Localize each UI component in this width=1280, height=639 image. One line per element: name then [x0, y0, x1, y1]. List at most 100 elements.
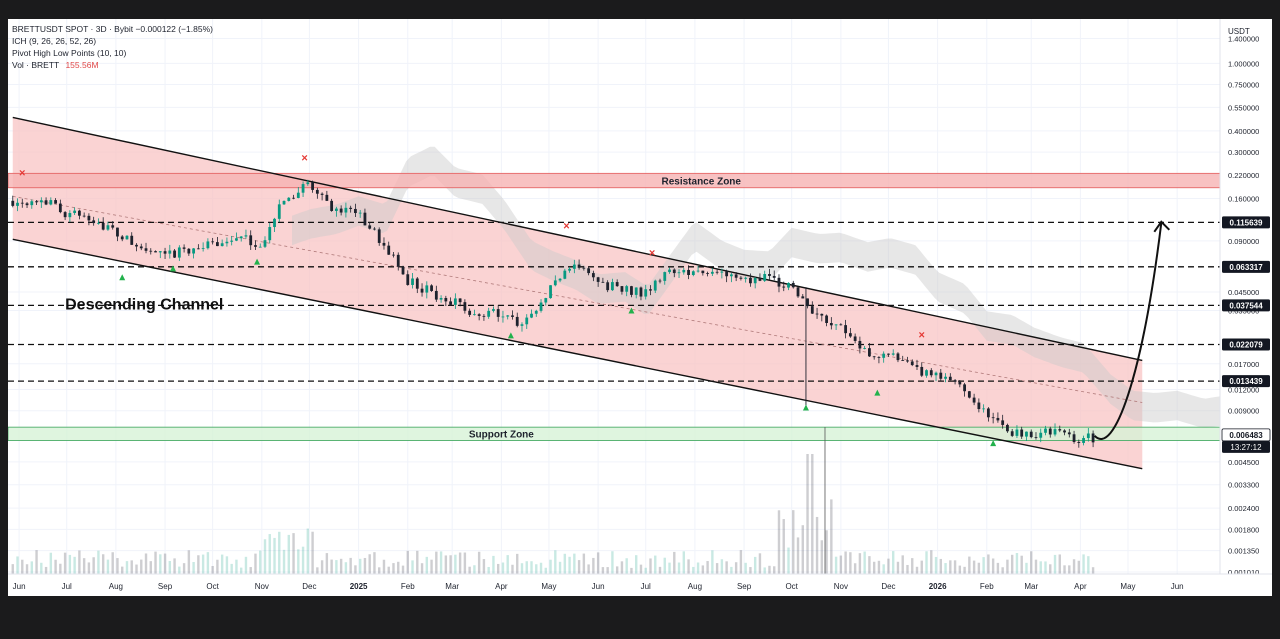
candle-body — [844, 325, 848, 334]
volume-bar — [535, 564, 538, 574]
resistance-zone — [8, 172, 1221, 189]
candle-body — [377, 229, 381, 243]
candle-body — [211, 241, 215, 243]
volume-bar — [506, 555, 509, 574]
volume-bar — [939, 558, 942, 574]
volume-bar — [987, 554, 990, 574]
price-tag-0.037544 — [1222, 299, 1270, 312]
volume-bar — [687, 559, 690, 574]
volume-bar — [216, 559, 219, 574]
volume-bar — [949, 560, 952, 574]
volume-bar — [1053, 554, 1057, 574]
candle-body — [777, 277, 781, 287]
candle-body — [925, 370, 928, 376]
candle-body — [744, 277, 748, 279]
volume-bar — [901, 555, 904, 574]
candle-body — [482, 315, 486, 317]
volume-bar — [116, 558, 119, 574]
candle-body — [691, 271, 695, 276]
candle-body — [125, 235, 129, 240]
volume-bar — [16, 556, 19, 574]
volume-bar — [830, 499, 833, 574]
volume-bar — [1015, 553, 1019, 574]
time-axis-label: 2025 — [350, 582, 368, 591]
volume-bar — [554, 550, 557, 574]
candle-body — [739, 277, 743, 279]
candle-body — [411, 278, 414, 285]
candle-body — [468, 310, 472, 315]
candle-body — [649, 289, 652, 291]
candle-body — [991, 417, 995, 419]
volume-bar — [577, 560, 581, 574]
volume-bar — [368, 554, 371, 574]
volume-bar — [449, 555, 452, 574]
pivot-low-marker — [628, 307, 635, 314]
candle-body — [910, 361, 914, 366]
pivot-high-marker: × — [301, 152, 307, 164]
candle-body — [1020, 429, 1024, 437]
candle-body — [306, 182, 310, 185]
candle-body — [758, 278, 762, 281]
candle-body — [139, 246, 143, 249]
indicator-ichimoku[interactable]: ICH (9, 26, 26, 52, 26) — [12, 36, 97, 46]
volume-bar — [635, 555, 638, 574]
price-tag-0.063317 — [1222, 260, 1270, 273]
candle-body — [611, 282, 614, 291]
pivot-high-marker: × — [563, 221, 569, 233]
candle-body — [1082, 438, 1085, 443]
candle-body — [92, 220, 96, 224]
time-axis-label: Feb — [980, 582, 994, 591]
volume-bar — [316, 567, 319, 574]
volume-bar — [59, 563, 62, 574]
volume-bar — [54, 559, 57, 574]
candle-body — [73, 210, 77, 214]
price-tick-label: 0.550000 — [1228, 103, 1259, 112]
time-axis-label: Aug — [109, 582, 123, 591]
time-axis-label: 2026 — [929, 582, 947, 591]
candle-body — [525, 317, 529, 325]
volume-bar — [439, 551, 443, 574]
indicator-pivots[interactable]: Pivot High Low Points (10, 10) — [12, 48, 127, 58]
candle-body — [392, 254, 395, 256]
candle-body — [354, 208, 357, 214]
price-tag-0.013439 — [1222, 375, 1270, 388]
pivot-high-marker: × — [649, 247, 655, 259]
candle-body — [168, 250, 172, 254]
channel-upper-line — [12, 116, 1143, 362]
volume-bar — [397, 561, 400, 574]
candle-body — [35, 201, 38, 203]
candle-body — [501, 316, 505, 318]
time-axis-label: May — [541, 582, 556, 591]
candle-body — [453, 298, 457, 305]
volume-bar — [97, 550, 100, 574]
time-axis-bg — [8, 574, 1272, 596]
indicator-volume[interactable]: Vol · BRETT 155.56M — [12, 59, 213, 71]
candle-body — [54, 200, 57, 204]
candle-body — [958, 381, 962, 385]
volume-bar — [21, 559, 24, 574]
price-chart[interactable]: Resistance Zone Support Zone Descending Ch… — [8, 19, 1272, 596]
candle-body — [829, 322, 833, 326]
pivot-low-marker — [254, 258, 261, 265]
time-axis-label: Sep — [158, 582, 173, 591]
candle-body — [810, 306, 814, 314]
volume-bar — [211, 565, 214, 574]
volume-bar — [121, 566, 124, 574]
time-axis-label: Mar — [1024, 582, 1038, 591]
candle-body — [39, 200, 43, 203]
volume-bar — [477, 551, 481, 574]
candle-body — [763, 274, 767, 281]
candle-body — [444, 298, 448, 302]
candle-body — [587, 268, 591, 274]
time-axis-label: Aug — [688, 582, 702, 591]
legend-symbol-row[interactable]: BRETTUSDT SPOT · 3D · Bybit −0.000122 (−… — [12, 23, 213, 35]
volume-bar — [972, 560, 976, 574]
candle-body — [696, 270, 700, 272]
candle-body — [187, 248, 191, 254]
volume-bar — [806, 454, 809, 574]
candle-body — [487, 310, 491, 317]
volume-bar — [825, 530, 828, 574]
volume-bar — [335, 560, 338, 574]
volume-bar — [668, 562, 671, 574]
candle-body — [787, 282, 790, 288]
